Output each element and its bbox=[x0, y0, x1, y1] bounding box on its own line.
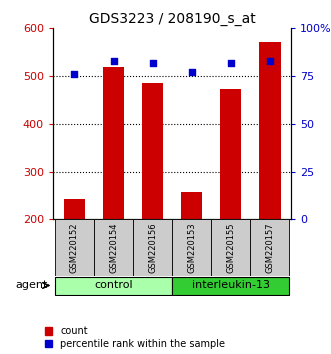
FancyBboxPatch shape bbox=[133, 219, 172, 276]
Bar bbox=[103, 67, 124, 219]
Bar bbox=[181, 192, 202, 219]
Point bbox=[189, 69, 194, 75]
Point bbox=[150, 60, 155, 65]
Bar bbox=[220, 89, 242, 219]
FancyBboxPatch shape bbox=[55, 219, 94, 276]
Text: GSM220154: GSM220154 bbox=[109, 223, 118, 273]
FancyBboxPatch shape bbox=[55, 277, 172, 295]
Point bbox=[228, 60, 233, 65]
FancyBboxPatch shape bbox=[94, 219, 133, 276]
Text: interleukin-13: interleukin-13 bbox=[192, 280, 270, 291]
Point bbox=[72, 72, 77, 77]
FancyBboxPatch shape bbox=[172, 219, 211, 276]
Text: GSM220156: GSM220156 bbox=[148, 222, 157, 273]
Bar bbox=[259, 42, 281, 219]
Point bbox=[111, 58, 116, 64]
Text: GSM220152: GSM220152 bbox=[70, 223, 79, 273]
FancyBboxPatch shape bbox=[172, 277, 289, 295]
Bar bbox=[142, 83, 163, 219]
Point bbox=[267, 58, 272, 64]
FancyBboxPatch shape bbox=[211, 219, 250, 276]
Text: GSM220155: GSM220155 bbox=[226, 223, 235, 273]
Text: GSM220153: GSM220153 bbox=[187, 222, 196, 273]
Title: GDS3223 / 208190_s_at: GDS3223 / 208190_s_at bbox=[89, 12, 256, 26]
Text: agent: agent bbox=[16, 280, 48, 291]
Bar bbox=[64, 199, 85, 219]
Text: control: control bbox=[94, 280, 133, 291]
FancyBboxPatch shape bbox=[250, 219, 289, 276]
Text: GSM220157: GSM220157 bbox=[265, 222, 274, 273]
Legend: count, percentile rank within the sample: count, percentile rank within the sample bbox=[45, 326, 225, 349]
